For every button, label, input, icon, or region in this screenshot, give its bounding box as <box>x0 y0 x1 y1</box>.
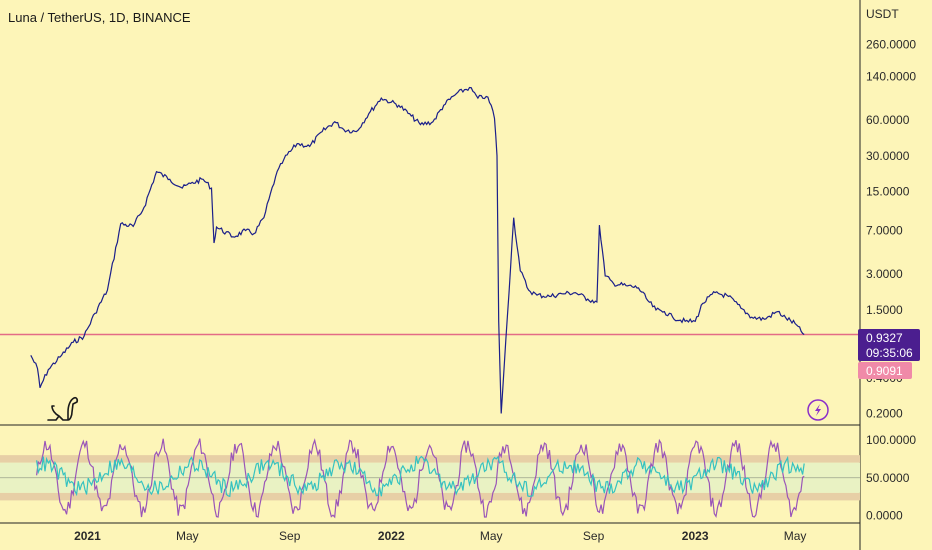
price-tick-label: 1.5000 <box>866 303 903 317</box>
currency-label: USDT <box>866 7 899 21</box>
last-price-label: 0.9327 <box>866 331 903 345</box>
price-tick-label: 3.0000 <box>866 267 903 281</box>
time-tick-label: 2022 <box>378 529 405 543</box>
time-tick-label: 2021 <box>74 529 101 543</box>
oscillator-tick-label: 50.0000 <box>866 471 910 485</box>
price-tick-label: 140.0000 <box>866 70 916 84</box>
last-price-badge: 0.9327 09:35:06 <box>858 329 920 361</box>
countdown-label: 09:35:06 <box>866 346 913 360</box>
price-tick-label: 15.0000 <box>866 184 910 198</box>
oscillator-tick-label: 0.0000 <box>866 508 903 522</box>
price-series-line <box>30 86 805 414</box>
price-tick-label: 0.2000 <box>866 407 903 421</box>
oscillator-band <box>0 455 860 463</box>
oscillator-band <box>0 492 860 501</box>
price-tick-label: 7.0000 <box>866 224 903 238</box>
chart-title: Luna / TetherUS, 1D, BINANCE <box>8 10 191 25</box>
lightning-bolt-icon[interactable] <box>807 399 829 421</box>
time-tick-label: Sep <box>583 529 605 543</box>
price-tick-label: 60.0000 <box>866 113 910 127</box>
oscillator-tick-label: 100.0000 <box>866 433 916 447</box>
time-tick-label: Sep <box>279 529 301 543</box>
time-tick-label: May <box>784 529 807 543</box>
level-badge-label: 0.9091 <box>866 364 903 378</box>
price-tick-label: 260.0000 <box>866 38 916 52</box>
level-badge: 0.9091 <box>858 362 912 379</box>
dinosaur-icon <box>47 396 79 421</box>
oscillator-series-line <box>36 455 805 498</box>
time-tick-label: May <box>480 529 503 543</box>
price-tick-label: 30.0000 <box>866 149 910 163</box>
oscillator-series-line <box>36 438 805 519</box>
time-tick-label: 2023 <box>682 529 709 543</box>
time-tick-label: May <box>176 529 199 543</box>
